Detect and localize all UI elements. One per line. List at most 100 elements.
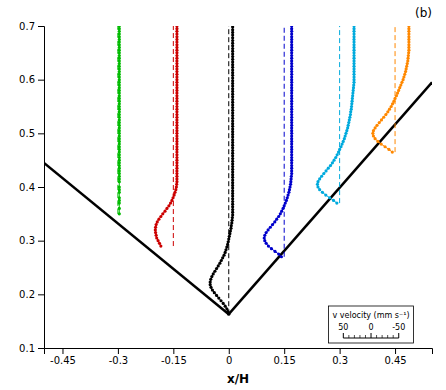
y-tick: 0.1: [19, 343, 44, 354]
profile-point: [318, 177, 321, 180]
profile-point: [406, 62, 409, 65]
profile-point: [280, 255, 283, 258]
profile-point: [347, 124, 350, 127]
scale-bar-minor-tick: [393, 335, 394, 338]
x-tick-mark: [284, 348, 285, 354]
profile-point: [227, 240, 230, 243]
profile-point: [371, 132, 374, 135]
y-tick-mark: [38, 294, 44, 295]
profile-point: [391, 151, 394, 154]
profile-point: [332, 199, 335, 202]
profile-point: [316, 180, 319, 183]
profile-point: [277, 215, 280, 218]
profile-line: [155, 26, 177, 246]
series: [284, 26, 285, 257]
marks: [44, 26, 432, 316]
scale-bar-minor-tick: [348, 335, 349, 338]
x-tick: 0.3: [332, 348, 348, 366]
wedge-line: [229, 82, 432, 314]
profile-point: [265, 231, 268, 234]
profile-point: [159, 215, 162, 218]
profile-point: [161, 212, 164, 215]
profile-point: [346, 126, 349, 129]
profile-point: [229, 229, 232, 232]
y-tick: 0.7: [19, 21, 44, 32]
profile-point: [321, 191, 324, 194]
profile-point: [228, 235, 231, 238]
scale-bar-tick: [398, 333, 399, 338]
y-tick: 0.6: [19, 74, 44, 85]
profile-point: [222, 302, 225, 305]
profile-point: [118, 207, 121, 210]
series: [263, 26, 294, 258]
profile-point: [380, 142, 383, 145]
profile-point: [378, 121, 381, 124]
profile-point: [335, 202, 338, 205]
title: (b): [415, 6, 432, 20]
profile-point: [348, 116, 351, 119]
profile-point: [407, 26, 410, 28]
profile-point: [331, 161, 334, 164]
x-tick: -0.3: [109, 348, 129, 366]
y-tick-mark: [38, 241, 44, 242]
profile-point: [387, 148, 390, 151]
profile-point: [163, 210, 166, 213]
profile-point: [388, 108, 391, 111]
profile-point: [118, 185, 121, 188]
profile-point: [271, 223, 274, 226]
profile-point: [156, 220, 159, 223]
profile-point: [217, 296, 220, 299]
scale-bar-minor-tick: [376, 335, 377, 338]
profile-point: [386, 110, 389, 113]
reference-line: [339, 26, 340, 203]
profile-line: [317, 26, 354, 203]
profile-point: [213, 291, 216, 294]
profile-point: [318, 188, 321, 191]
profile-point: [213, 270, 216, 273]
x-axis: -0.45-0.3-0.1500.150.30.45: [45, 348, 433, 366]
profile-point: [404, 70, 407, 73]
scale-bar-minor-tick: [359, 335, 360, 338]
profile-point: [375, 124, 378, 127]
profile-point: [118, 26, 121, 28]
scale-bar: 500-50v velocity (mm s⁻¹): [328, 306, 413, 343]
profile-point: [226, 243, 229, 246]
profile-point: [405, 65, 408, 68]
profile-point: [212, 272, 215, 275]
profile-point: [273, 220, 276, 223]
profile-point: [270, 247, 273, 250]
profile-point: [287, 191, 290, 194]
profile-point: [347, 121, 350, 124]
x-tick: 0: [226, 348, 232, 366]
profile-point: [383, 145, 386, 148]
profile-point: [372, 134, 375, 137]
profile-point: [373, 137, 376, 140]
profile-point: [405, 67, 408, 70]
profile-point: [352, 26, 355, 28]
reference-line: [173, 26, 174, 246]
profile-point: [227, 237, 230, 240]
profile-point: [332, 159, 335, 162]
profile-point: [290, 26, 293, 28]
profile-point: [328, 196, 331, 199]
scale-bar-minor-tick: [387, 335, 388, 338]
x-tick: -0.45: [50, 348, 76, 366]
y-tick: 0.3: [19, 235, 44, 246]
scale-bar-tick-label: 0: [368, 323, 373, 332]
x-tick-mark: [118, 348, 119, 354]
profile-point: [277, 252, 280, 255]
x-axis-title: x/H: [227, 372, 249, 386]
profile-line: [373, 26, 409, 152]
profile-point: [165, 207, 168, 210]
profile-line: [264, 26, 291, 257]
profile-point: [322, 172, 325, 175]
x-tick-label: -0.15: [161, 355, 187, 366]
profile-point: [263, 239, 266, 242]
plot-area: -0.45-0.3-0.1500.150.30.450.10.20.30.40.…: [19, 6, 432, 386]
y-tick-mark: [38, 348, 44, 349]
y-tick: 0.4: [19, 182, 44, 193]
x-tick-mark: [395, 348, 396, 354]
wedge-line: [44, 163, 229, 314]
profile-point: [174, 188, 177, 191]
x-tick-mark: [340, 348, 341, 354]
